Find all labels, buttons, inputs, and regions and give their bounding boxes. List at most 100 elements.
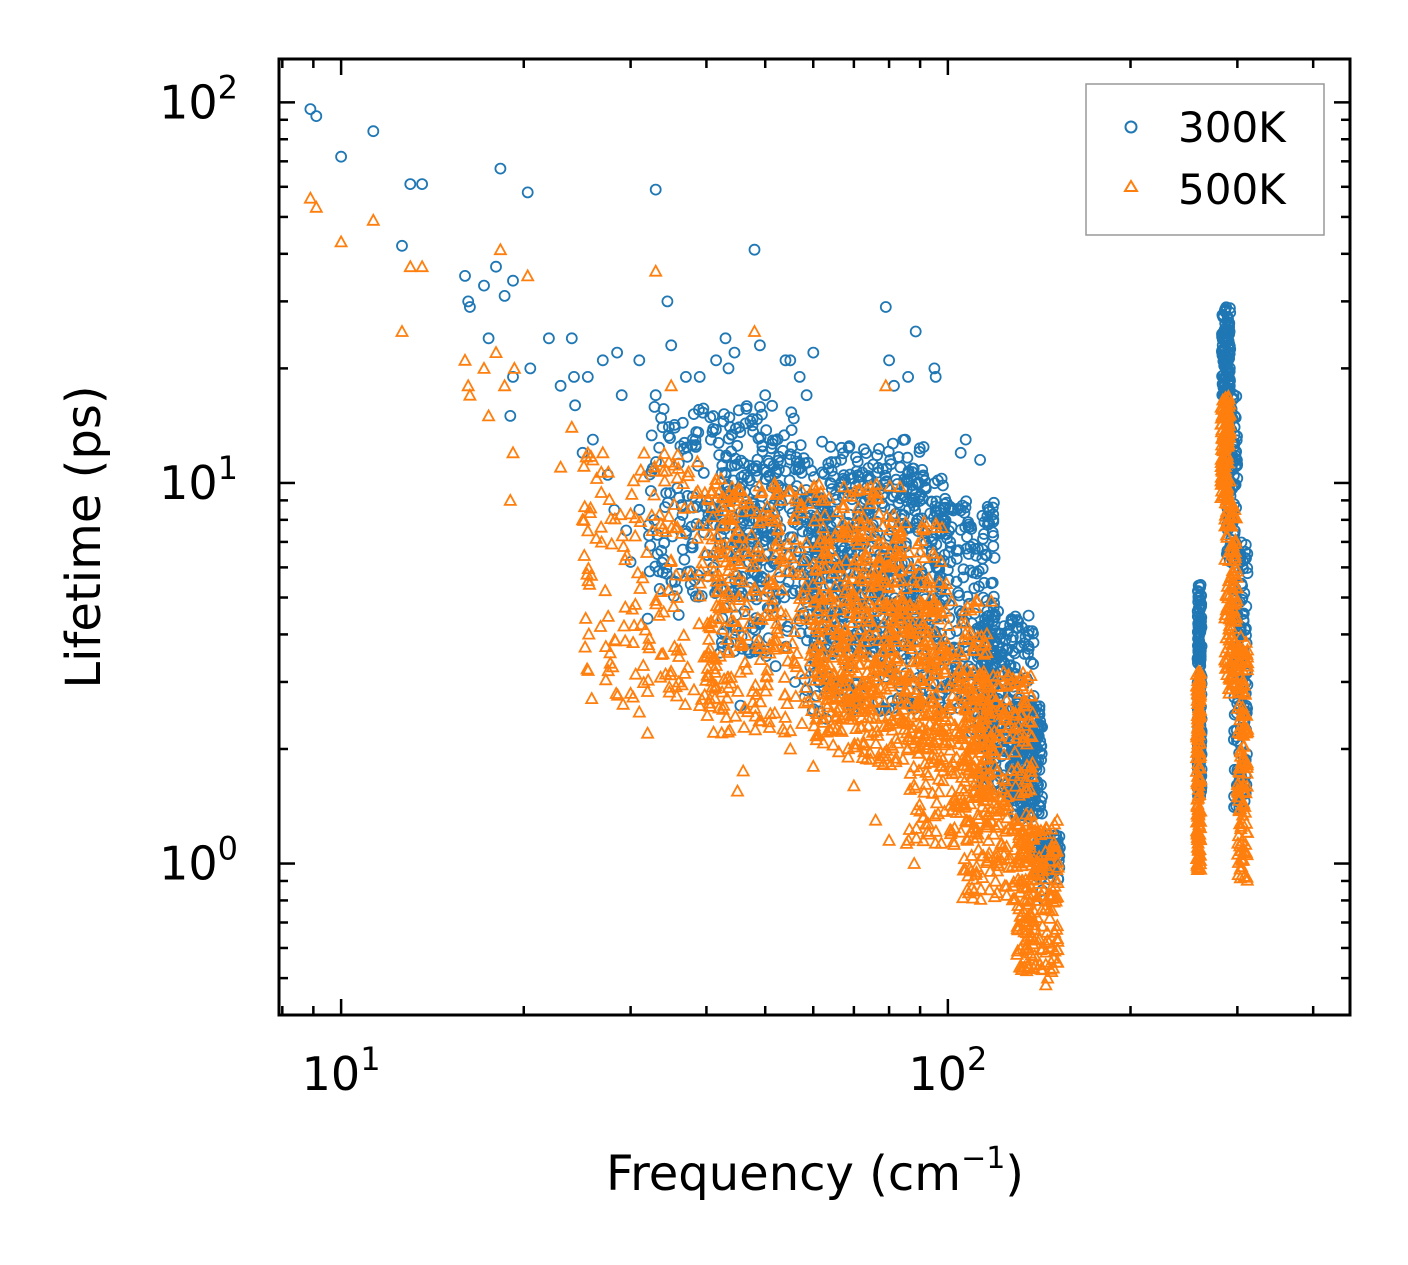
data-point	[670, 590, 685, 603]
data-point	[996, 771, 1011, 785]
data-point	[921, 705, 936, 719]
data-point	[899, 433, 911, 446]
data-point	[1231, 828, 1246, 842]
data-point	[883, 643, 898, 657]
data-point	[713, 471, 729, 485]
data-point	[678, 697, 693, 710]
data-point	[749, 543, 764, 557]
data-point	[882, 833, 897, 846]
data-point	[871, 574, 886, 588]
data-point	[748, 708, 763, 722]
data-point	[604, 536, 619, 550]
data-point	[967, 538, 980, 551]
data-point	[931, 806, 946, 820]
data-point	[748, 677, 763, 691]
data-point	[978, 528, 990, 540]
data-point	[676, 509, 689, 521]
data-point	[974, 453, 986, 466]
data-point	[783, 723, 798, 737]
data-point	[705, 500, 720, 513]
data-point	[821, 681, 836, 695]
data-point	[403, 259, 418, 273]
data-point	[872, 550, 887, 564]
data-point	[1040, 970, 1055, 984]
data-point	[780, 696, 795, 709]
data-point	[775, 721, 791, 735]
data-point	[918, 776, 933, 790]
data-point	[1009, 730, 1024, 744]
data-point	[921, 767, 936, 781]
data-point	[955, 687, 970, 701]
data-point	[709, 584, 724, 598]
data-point	[964, 848, 979, 861]
data-point	[715, 701, 730, 715]
data-point	[854, 517, 869, 531]
data-point	[493, 242, 508, 256]
data-point	[963, 715, 978, 729]
data-point	[722, 498, 737, 512]
data-point	[912, 697, 927, 710]
data-point	[968, 600, 983, 613]
data-point	[705, 673, 720, 687]
data-point	[866, 485, 881, 499]
data-point	[978, 689, 993, 703]
data-point	[1232, 669, 1248, 683]
data-point	[816, 735, 831, 749]
data-point	[876, 615, 891, 629]
data-point	[870, 684, 885, 698]
data-point	[783, 484, 798, 497]
data-point	[459, 269, 471, 282]
data-point	[633, 503, 646, 516]
data-point	[568, 370, 580, 383]
data-point	[952, 676, 967, 690]
data-point	[763, 469, 775, 482]
data-point	[894, 573, 909, 587]
data-point	[598, 672, 613, 686]
data-point	[851, 508, 866, 521]
data-point	[769, 660, 782, 673]
data-point	[644, 539, 657, 552]
data-point	[986, 746, 1002, 759]
data-point	[645, 523, 660, 536]
data-point	[1231, 867, 1246, 880]
data-point	[799, 535, 814, 549]
data-point	[886, 537, 901, 551]
data-point	[1023, 668, 1038, 681]
data-point	[989, 807, 1004, 821]
data-point	[882, 478, 897, 492]
data-point	[1024, 867, 1039, 881]
data-point	[749, 636, 764, 650]
data-point	[827, 470, 840, 483]
data-point	[964, 564, 977, 577]
data-point	[855, 573, 870, 587]
data-point	[916, 463, 929, 476]
data-point	[701, 492, 716, 506]
data-point	[664, 432, 676, 445]
data-point	[589, 531, 604, 544]
data-point	[908, 579, 923, 592]
data-point	[779, 465, 792, 478]
data-point	[700, 708, 715, 721]
data-point	[827, 691, 842, 705]
data-point	[1024, 768, 1040, 782]
data-point	[832, 602, 847, 616]
data-point	[890, 473, 902, 486]
data-point	[1006, 671, 1021, 684]
data-point	[693, 575, 708, 589]
data-point	[1019, 736, 1034, 750]
data-point	[789, 646, 804, 659]
data-point	[1015, 937, 1030, 951]
data-point	[609, 686, 624, 699]
data-point	[706, 650, 721, 664]
data-point	[1190, 723, 1205, 737]
data-point	[842, 600, 857, 614]
data-point	[844, 489, 859, 502]
data-point	[875, 519, 890, 532]
data-point	[1239, 755, 1255, 768]
data-point	[906, 759, 921, 773]
data-point	[662, 429, 675, 442]
data-point	[1037, 871, 1053, 885]
data-point	[816, 646, 831, 659]
data-point	[1016, 880, 1031, 894]
